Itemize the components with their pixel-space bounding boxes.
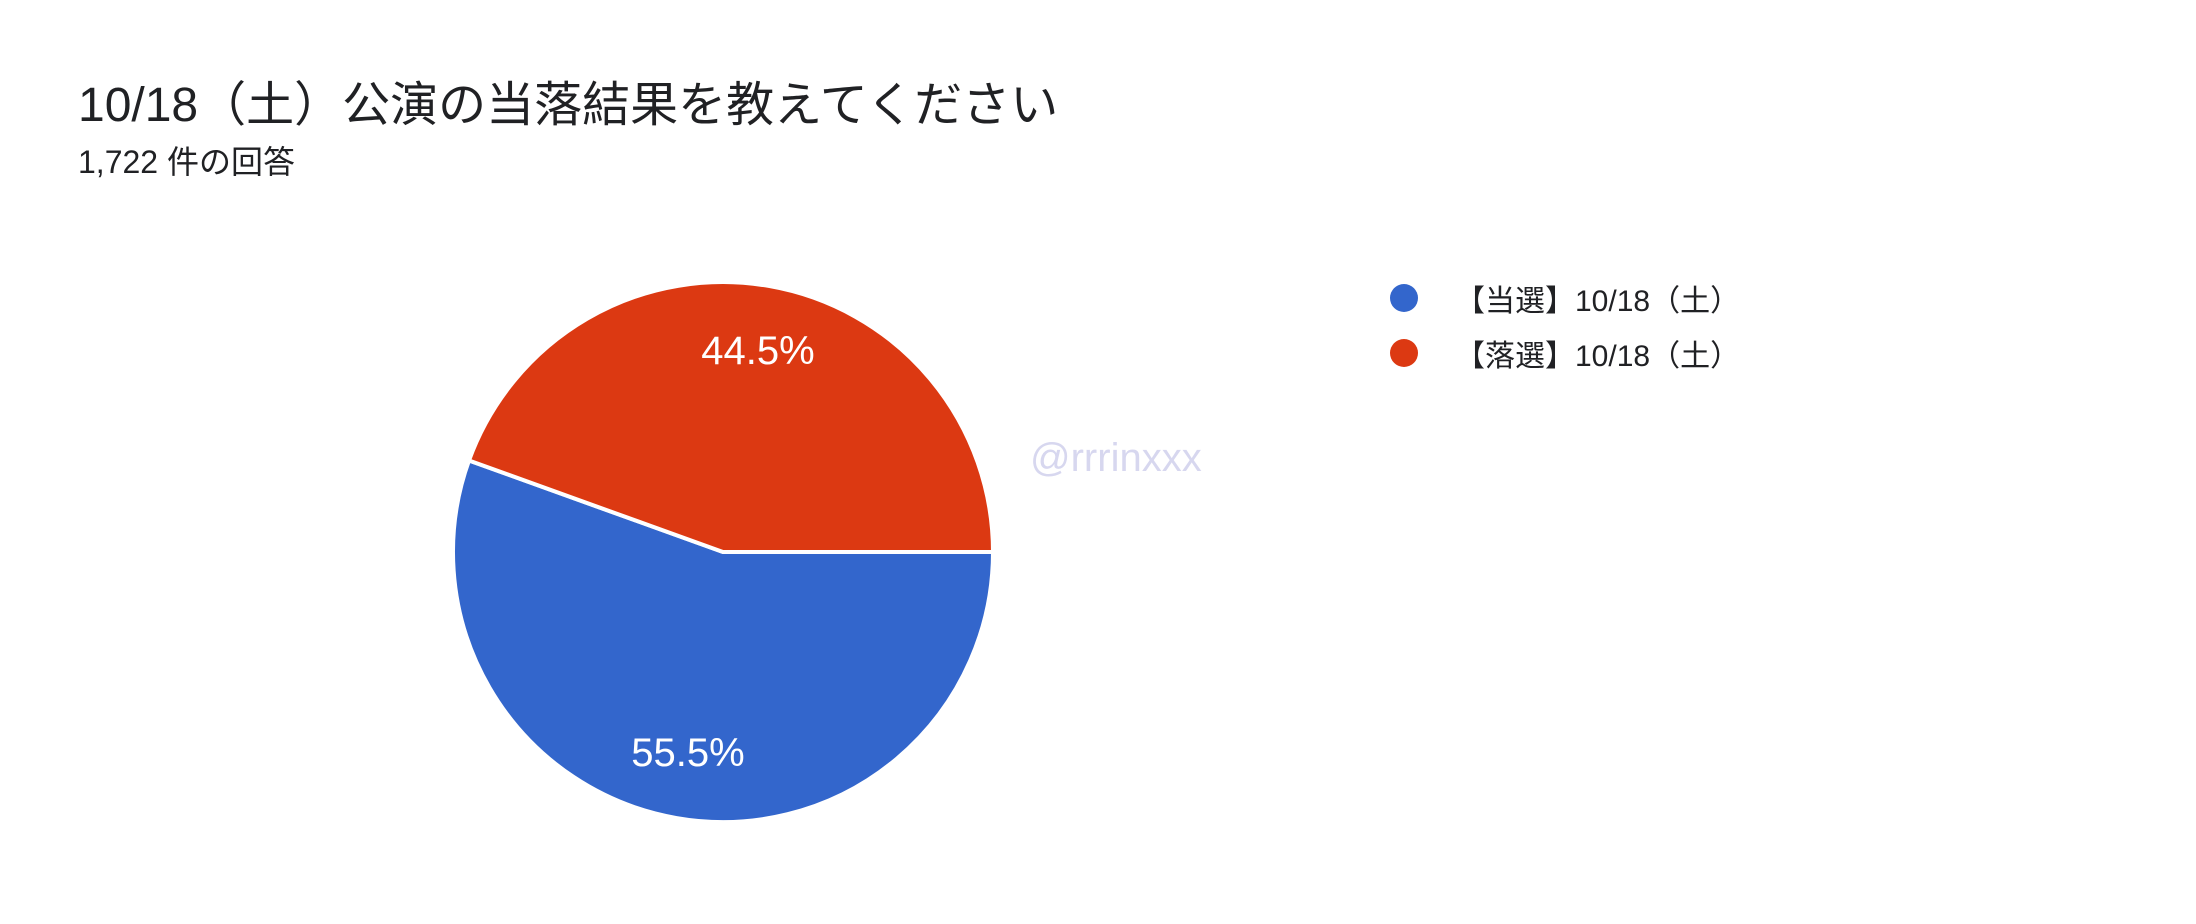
legend-label-won: 【当選】10/18（土） [1455, 285, 1741, 318]
response-count: 1,722 件の回答 [78, 144, 295, 180]
slice-value-label-lost: 44.5% [701, 329, 814, 373]
legend-swatch-won-icon [1390, 284, 1418, 312]
legend-item-won: 【当選】10/18（土） [1390, 284, 1740, 318]
slice-value-label-won: 55.5% [631, 731, 744, 775]
question-title: 10/18（土）公演の当落結果を教えてください [78, 79, 1059, 132]
pie-slice-won[interactable] [451, 458, 995, 825]
legend: 【当選】10/18（土） 【落選】10/18（土） [1390, 284, 1740, 394]
legend-swatch-lost-icon [1390, 339, 1418, 367]
watermark: @rrrinxxx [1030, 436, 1202, 480]
pie-slice-lost[interactable] [467, 280, 995, 554]
legend-label-lost: 【落選】10/18（土） [1455, 340, 1741, 373]
legend-item-lost: 【落選】10/18（土） [1390, 339, 1740, 373]
